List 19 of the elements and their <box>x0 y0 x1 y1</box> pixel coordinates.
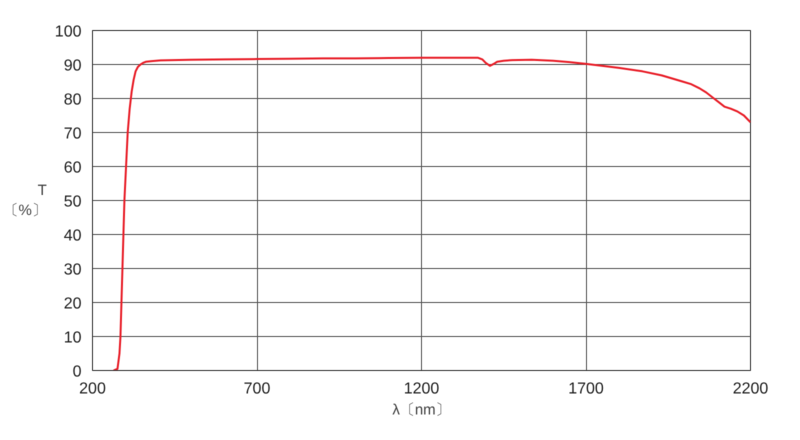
y-tick-label: 60 <box>64 160 82 176</box>
y-tick-label: 30 <box>64 262 82 278</box>
y-tick-label: 10 <box>64 330 82 346</box>
x-tick-label: 200 <box>79 380 106 398</box>
line-series <box>112 56 750 370</box>
y-tick-label: 20 <box>64 296 82 312</box>
x-tick-label: 2200 <box>732 380 768 398</box>
x-tick-label: 700 <box>244 380 270 398</box>
x-tick-label: 1200 <box>404 380 440 398</box>
y-tick-label: 0 <box>72 364 82 380</box>
y-tick-label: 80 <box>64 92 82 108</box>
y-tick-label: 40 <box>64 228 82 244</box>
x-tick-label: 1700 <box>568 380 604 398</box>
y-tick-label: 50 <box>64 194 82 210</box>
y-tick-label: 90 <box>64 58 82 74</box>
x-axis-title: λ〔nm〕 <box>392 402 451 418</box>
y-tick-label: 70 <box>64 126 82 142</box>
y-tick-label: 100 <box>54 24 82 40</box>
y-axis-title: T 〔%〕 <box>3 182 47 220</box>
